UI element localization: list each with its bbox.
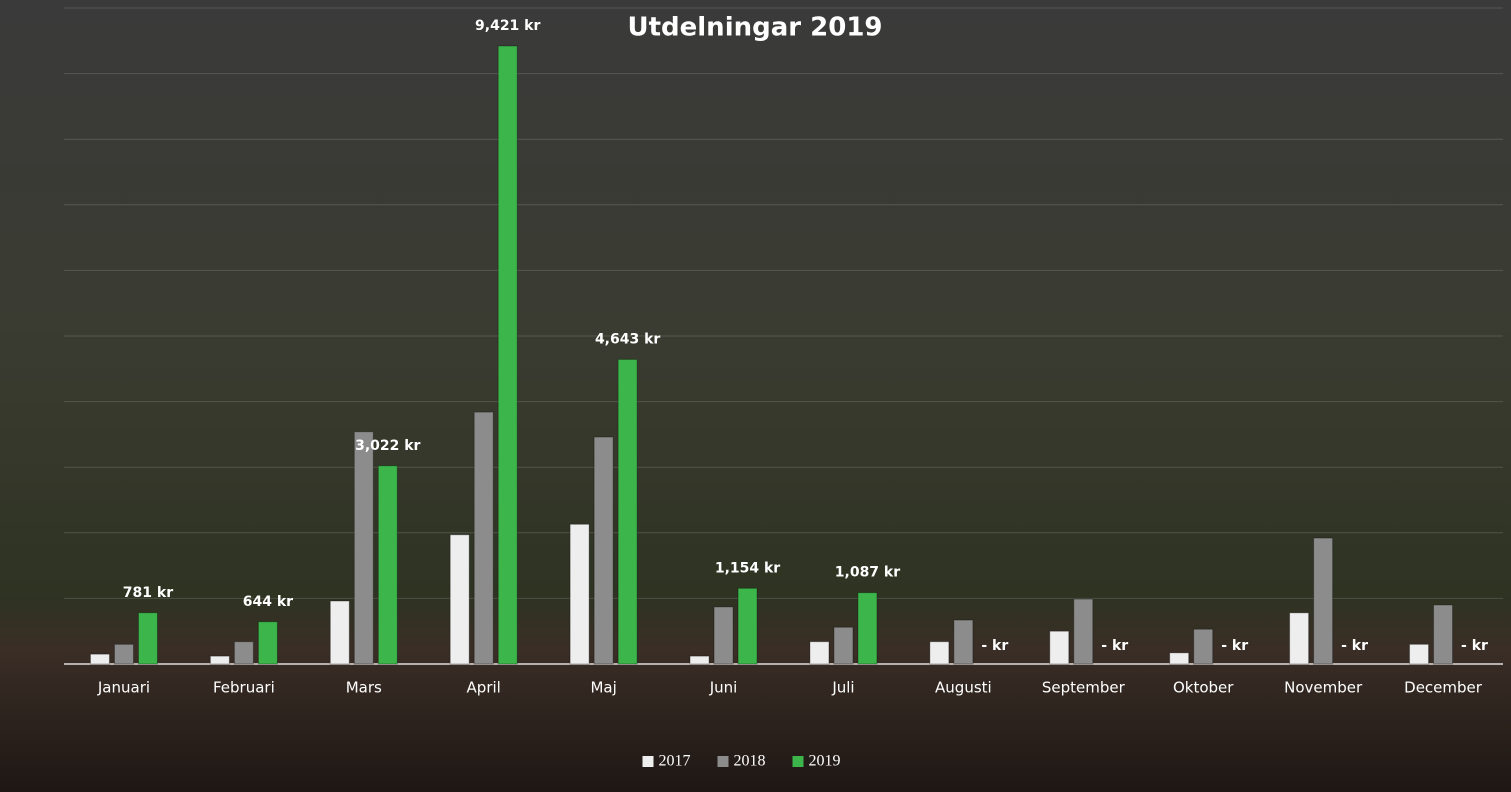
bar [1193, 628, 1214, 665]
bar [713, 606, 734, 665]
bar [737, 587, 758, 665]
value-label: 644 kr [243, 594, 293, 610]
bar [689, 655, 710, 665]
bar [113, 643, 134, 665]
value-label: - kr [1461, 638, 1488, 654]
bar [209, 655, 230, 665]
bar [473, 411, 494, 665]
chart-title: Utdelningar 2019 [627, 13, 882, 43]
x-tick-label: Februari [213, 679, 275, 697]
legend-swatch [717, 756, 729, 767]
x-tick-label: Oktober [1173, 679, 1234, 697]
legend-label: 2018 [734, 753, 766, 770]
value-label: 1,154 kr [715, 560, 780, 576]
bar [809, 641, 830, 665]
x-tick-label: Augusti [935, 679, 992, 697]
value-label: - kr [1341, 638, 1368, 654]
bar [353, 431, 374, 665]
x-tick-label: September [1042, 679, 1126, 697]
x-tick-label: Juli [831, 679, 854, 697]
bar [569, 523, 590, 665]
value-label: - kr [1221, 638, 1248, 654]
x-tick-label: April [467, 679, 501, 697]
x-tick-label: Mars [346, 679, 382, 697]
value-label: 3,022 kr [355, 438, 420, 454]
value-label: 9,421 kr [475, 18, 540, 34]
x-tick-label: Maj [590, 679, 616, 697]
legend-label: 2017 [659, 753, 691, 770]
bar [953, 619, 974, 665]
bar [929, 641, 950, 665]
legend-swatch [792, 756, 804, 767]
bar [617, 358, 638, 665]
bar [1073, 598, 1094, 665]
bar [857, 592, 878, 665]
value-label: - kr [1101, 638, 1128, 654]
bar [377, 465, 398, 665]
bar [1049, 630, 1070, 665]
x-tick-label: November [1284, 679, 1363, 697]
bar [233, 641, 254, 665]
bar [89, 653, 110, 665]
x-tick-label: December [1404, 679, 1483, 697]
bar [329, 600, 350, 665]
bar [257, 621, 278, 665]
x-tick-label: Juni [709, 679, 738, 697]
bar [1169, 652, 1190, 665]
legend-label: 2019 [809, 753, 841, 770]
value-label: 1,087 kr [835, 565, 900, 581]
bar [833, 626, 854, 665]
legend-swatch [642, 756, 654, 767]
value-label: - kr [981, 638, 1008, 654]
bar [1433, 604, 1454, 665]
bar [497, 45, 518, 665]
value-label: 781 kr [123, 585, 173, 601]
value-label: 4,643 kr [595, 331, 660, 347]
bar [1313, 537, 1334, 665]
bar [1289, 612, 1310, 665]
bar [137, 612, 158, 665]
bar [449, 534, 470, 665]
bar [593, 436, 614, 665]
x-tick-label: Januari [97, 679, 150, 697]
bar [1409, 643, 1430, 665]
